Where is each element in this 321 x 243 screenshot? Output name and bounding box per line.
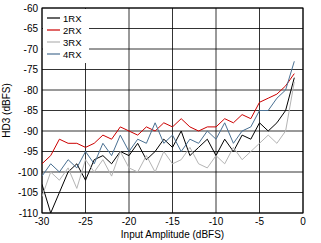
legend: 1RX2RX3RX4RX: [43, 9, 89, 63]
legend-box: [43, 9, 89, 63]
plot-frame: [42, 8, 303, 213]
legend-label: 1RX: [63, 13, 82, 24]
y-tick-label: -90: [24, 126, 39, 137]
legend-swatch: [47, 17, 60, 18]
x-tick-label: -20: [122, 216, 137, 227]
x-tick-label: 0: [300, 216, 306, 227]
legend-swatch: [47, 53, 60, 54]
y-tick-label: -75: [24, 64, 39, 75]
y-tick-label: -60: [24, 3, 39, 14]
x-tick-label: -10: [209, 216, 224, 227]
grid-line: [42, 90, 303, 91]
y-tick-label: -70: [24, 44, 39, 55]
legend-label: 3RX: [63, 37, 82, 48]
x-tick-label: -5: [255, 216, 264, 227]
legend-swatch: [47, 29, 60, 30]
y-tick-label: -95: [24, 146, 39, 157]
grid-line: [42, 131, 303, 132]
grid-line: [42, 151, 303, 152]
y-tick-label: -80: [24, 85, 39, 96]
y-tick-label: -100: [18, 167, 38, 178]
chart: -30-25-20-15-10-50-110-105-100-95-90-85-…: [0, 0, 321, 243]
grid-line: [42, 192, 303, 193]
x-axis-title: Input Amplitude (dBFS): [121, 229, 224, 240]
y-tick-label: -110: [19, 208, 39, 219]
series-line: [42, 78, 294, 213]
series-line: [42, 61, 294, 176]
series-line: [42, 74, 294, 164]
series-group: [42, 61, 294, 213]
x-tick-label: -25: [78, 216, 93, 227]
y-tick-label: -65: [24, 23, 39, 34]
legend-label: 4RX: [63, 49, 82, 60]
legend-label: 2RX: [63, 25, 82, 36]
y-tick-label: -85: [24, 105, 39, 116]
y-axis-title: HD3 (dBFS): [1, 83, 12, 137]
grid-line: [42, 69, 303, 70]
x-tick-label: -15: [165, 216, 180, 227]
y-tick-label: -105: [18, 187, 38, 198]
legend-swatch: [47, 41, 60, 42]
